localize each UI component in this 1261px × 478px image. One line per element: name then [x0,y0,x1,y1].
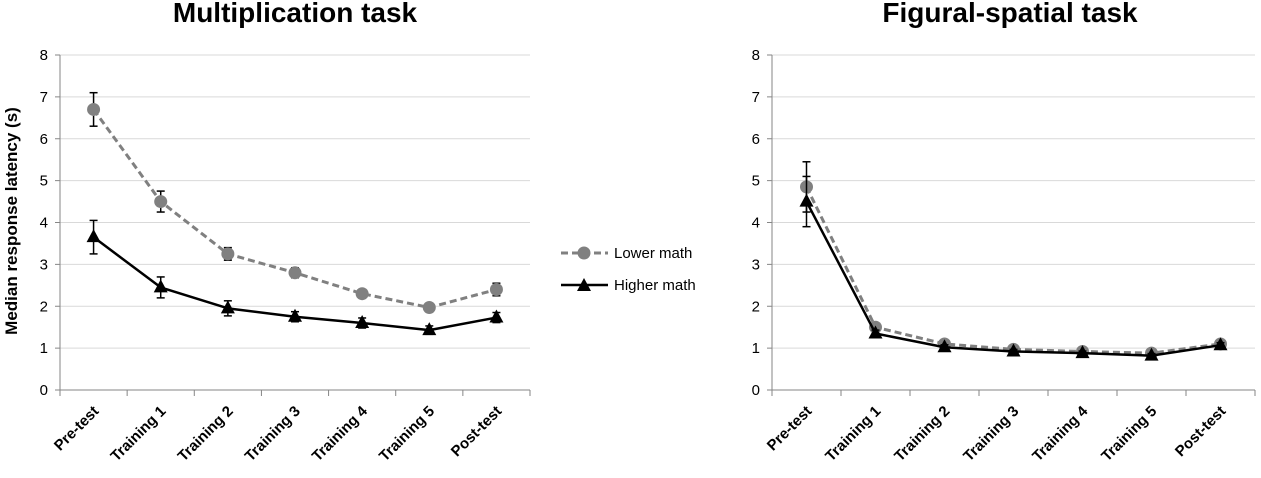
data-point-lower-math [221,247,235,261]
x-tick-label: Training 5 [376,403,438,465]
x-tick-label: Pre-test [764,403,816,455]
data-point-higher-math [1006,343,1021,357]
data-point-lower-math [154,195,168,209]
y-tick-label: 2 [40,298,48,315]
y-tick-label: 8 [752,47,760,64]
data-point-higher-math [422,322,437,336]
x-tick-label: Post-test [448,403,505,460]
data-point-higher-math [1213,337,1228,351]
x-tick-label: Training 2 [891,403,953,465]
y-tick-label: 3 [752,256,760,273]
series-line-higher-math [805,200,1221,357]
y-tick-label: 8 [40,47,48,64]
y-tick-label: 7 [752,89,760,106]
multiplication-chart: Multiplication task Median response late… [2,0,531,465]
data-point-lower-math [355,287,369,301]
data-point-higher-math [86,229,101,243]
series-line-lower-math [805,186,1221,355]
y-tick-label: 6 [40,131,48,148]
x-tick-label: Post-test [1172,403,1229,460]
y-tick-label: 3 [40,256,48,273]
data-point-higher-math [355,315,370,328]
legend-marker-lower [577,246,591,260]
chart-title: Multiplication task [173,0,418,28]
data-point-higher-math [1144,347,1159,361]
chart-title: Figural-spatial task [882,0,1138,28]
y-tick-label: 4 [752,215,760,232]
data-point-higher-math [288,308,302,322]
legend-marker-higher [577,278,591,291]
legend-label-higher: Higher math [614,277,696,294]
x-tick-label: Training 3 [960,403,1022,465]
y-tick-label: 2 [752,298,760,315]
x-tick-label: Training 4 [1029,402,1092,465]
data-point-lower-math [87,102,101,116]
legend: Lower math Higher math [561,245,696,294]
data-point-higher-math [153,279,168,293]
x-tick-label: Training 5 [1098,403,1160,465]
y-tick-label: 5 [752,173,760,190]
data-point-higher-math [799,193,814,207]
y-tick-label: 5 [40,173,48,190]
legend-item-higher-math: Higher math [561,277,696,294]
y-tick-label: 1 [40,340,48,357]
data-point-higher-math [220,300,235,314]
data-point-higher-math [868,325,883,339]
x-tick-label: Training 1 [107,403,169,465]
data-point-lower-math [288,266,302,280]
y-tick-label: 6 [752,131,760,148]
y-tick-label: 0 [40,382,48,399]
x-tick-label: Pre-test [51,403,103,455]
y-tick-label: 4 [40,215,48,232]
y-tick-label: 7 [40,89,48,106]
legend-label-lower: Lower math [614,245,692,262]
data-point-higher-math [489,309,504,323]
data-point-higher-math [937,339,952,353]
x-tick-label: Training 1 [822,403,884,465]
y-axis-label: Median response latency (s) [2,107,21,335]
legend-item-lower-math: Lower math [561,245,692,262]
data-point-lower-math [422,301,436,315]
data-point-higher-math [1075,345,1090,359]
data-point-lower-math [489,283,503,296]
x-tick-label: Training 2 [175,403,237,465]
x-tick-label: Training 4 [309,402,372,465]
y-tick-label: 1 [752,340,760,357]
y-tick-label: 0 [752,382,760,399]
x-tick-label: Training 3 [242,403,304,465]
